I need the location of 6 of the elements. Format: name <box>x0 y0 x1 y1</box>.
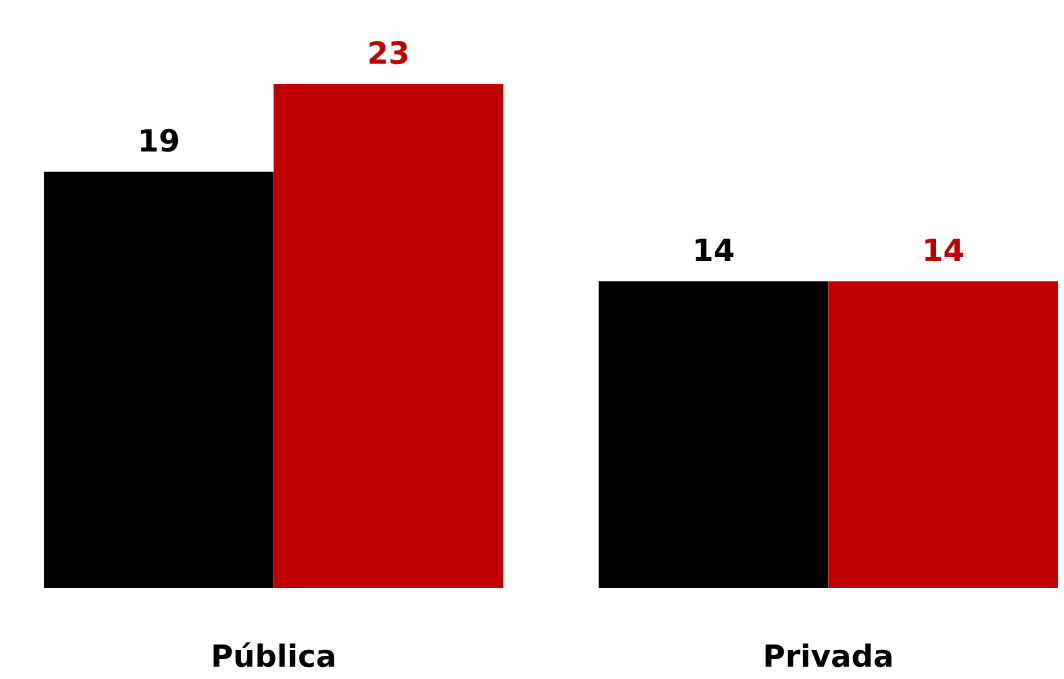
data-label: 19 <box>141 128 179 152</box>
x-tick-label: Privada <box>765 643 892 668</box>
data-label: 14 <box>695 238 734 261</box>
data-label: 23 <box>369 41 408 65</box>
data-label: 14 <box>925 238 964 261</box>
x-tick-label: Pública <box>213 642 335 668</box>
